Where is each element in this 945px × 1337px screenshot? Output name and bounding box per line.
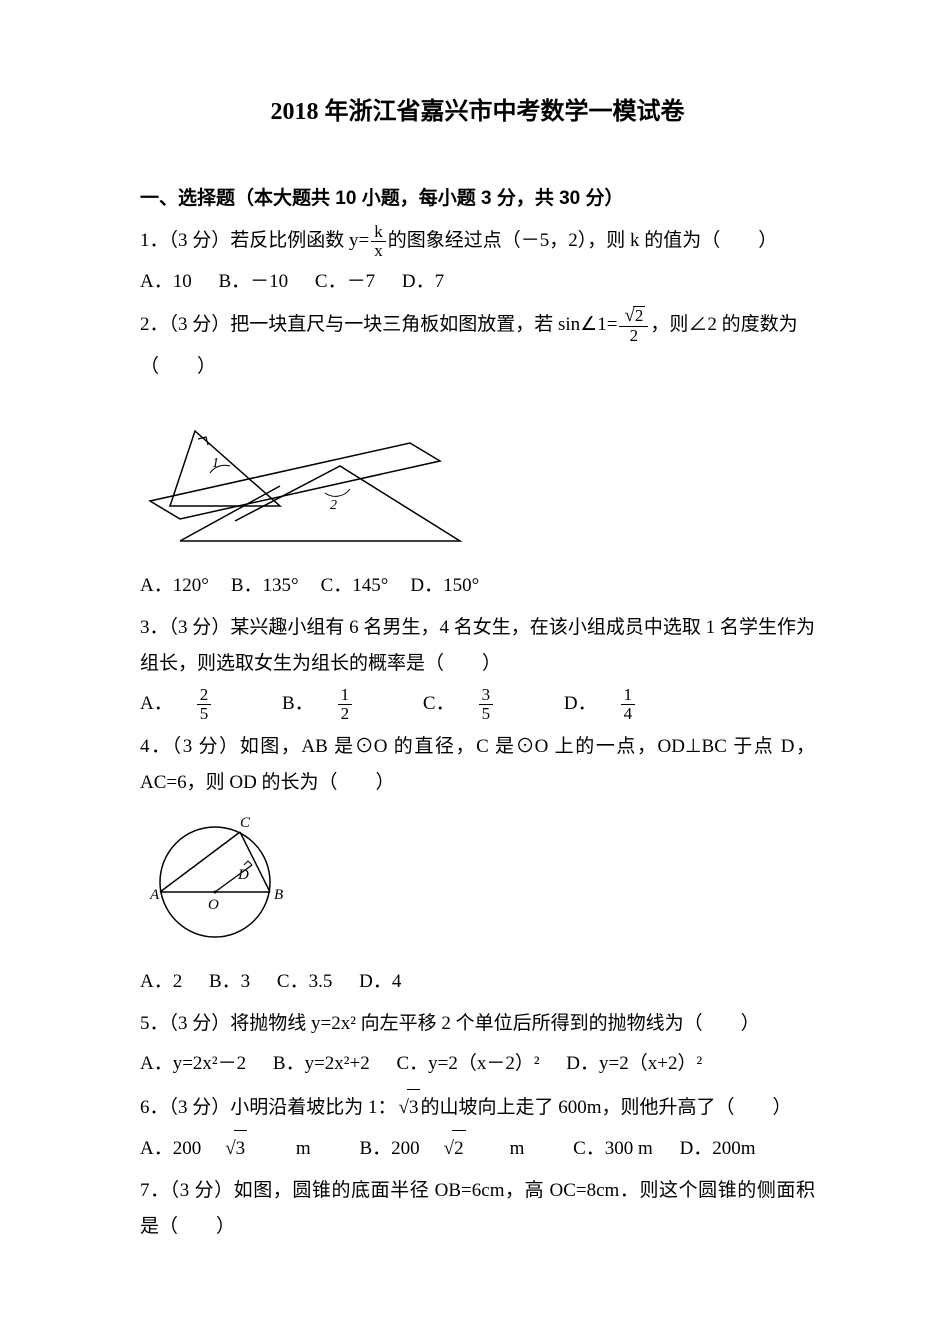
q5-opt-d: D．y=2（x+2）² — [566, 1053, 702, 1074]
q4-label-A: A — [149, 887, 160, 903]
question-3: 3．（3 分）某兴趣小组有 6 名男生，4 名女生，在该小组成员中选取 1 名学… — [140, 610, 815, 682]
question-2: 2．（3 分）把一块直尺与一块三角板如图放置，若 sin∠1=22，则∠2 的度… — [140, 306, 815, 345]
q2-figure: 1 2 — [140, 391, 815, 564]
q2-opt-d: D．150° — [410, 575, 479, 596]
exam-page: 2018 年浙江省嘉兴市中考数学一模试卷 一、选择题（本大题共 10 小题，每小… — [0, 0, 945, 1309]
q6-opt-b: B．2002m — [359, 1138, 546, 1159]
q1-options: A．10 B．－10 C．－7 D．7 — [140, 264, 815, 300]
q5-opt-c: C．y=2（x－2）² — [396, 1053, 539, 1074]
sqrt-icon: 2 — [442, 1130, 488, 1167]
q1-text-post: 的图象经过点（－5，2），则 k 的值为（ ） — [388, 230, 778, 251]
q1-text-pre: 1．（3 分）若反比例函数 y= — [140, 230, 369, 251]
q4-label-O: O — [208, 897, 219, 913]
q6-opt-a: A．2003 m — [140, 1138, 333, 1159]
q1-frac-num: k — [371, 223, 386, 242]
q2-tail: （ ） — [140, 349, 815, 385]
page-title: 2018 年浙江省嘉兴市中考数学一模试卷 — [140, 90, 815, 136]
q4-label-D: D — [237, 867, 249, 883]
q2-text-pre: 2．（3 分）把一块直尺与一块三角板如图放置，若 sin∠1= — [140, 314, 617, 335]
section-header-1: 一、选择题（本大题共 10 小题，每小题 3 分，共 30 分） — [140, 181, 815, 217]
q2-fraction: 22 — [619, 306, 648, 345]
q4-label-B: B — [274, 887, 283, 903]
q4-opt-a: A．2 — [140, 971, 182, 992]
sqrt-icon: 2 — [622, 306, 645, 326]
q1-opt-b: B．－10 — [218, 271, 288, 292]
q3-opt-c: C．35 — [423, 693, 537, 714]
q4-options: A．2 B．3 C．3.5 D．4 — [140, 964, 815, 1000]
q1-opt-c: C．－7 — [315, 271, 375, 292]
q2-opt-a: A．120° — [140, 575, 209, 596]
q4-opt-b: B．3 — [209, 971, 250, 992]
q4-label-C: C — [240, 815, 251, 831]
q1-frac-den: x — [371, 242, 386, 260]
q1-fraction: kx — [371, 223, 386, 260]
q2-opt-c: C．145° — [321, 575, 389, 596]
q6-opt-d: D．200m — [680, 1138, 756, 1159]
q6-pre: 6．（3 分）小明沿着坡比为 1： — [140, 1097, 397, 1118]
question-7: 7．（3 分）如图，圆锥的底面半径 OB=6cm，高 OC=8cm．则这个圆锥的… — [140, 1173, 815, 1245]
q4-opt-d: D．4 — [359, 971, 401, 992]
q2-text-post: ，则∠2 的度数为 — [650, 314, 797, 335]
q5-opt-b: B．y=2x²+2 — [273, 1053, 370, 1074]
q2-frac-den: 2 — [619, 327, 648, 345]
q5-opt-a: A．y=2x²－2 — [140, 1053, 246, 1074]
svg-text:2: 2 — [330, 498, 337, 513]
q3-opt-a: A．25 — [140, 693, 255, 714]
q6-mid: 的山坡向上走了 600m，则他升高了（ ） — [420, 1097, 791, 1118]
sqrt-icon: 3 — [223, 1130, 269, 1167]
q5-options: A．y=2x²－2 B．y=2x²+2 C．y=2（x－2）² D．y=2（x+… — [140, 1046, 815, 1082]
q2-opt-b: B．135° — [231, 575, 299, 596]
question-4: 4．（3 分）如图，AB 是⊙O 的直径，C 是⊙O 上的一点，OD⊥BC 于点… — [140, 729, 815, 801]
q3-opt-b: B．12 — [282, 693, 396, 714]
question-5: 5．（3 分）将抛物线 y=2x² 向左平移 2 个单位后所得到的抛物线为（ ） — [140, 1006, 815, 1042]
q4-figure: A B C D O — [140, 807, 815, 960]
question-1: 1．（3 分）若反比例函数 y=kx的图象经过点（－5，2），则 k 的值为（ … — [140, 223, 815, 260]
q2-frac-num: 2 — [619, 306, 648, 327]
q3-opt-d: D．14 — [564, 693, 679, 714]
q4-opt-c: C．3.5 — [277, 971, 332, 992]
q6-options: A．2003 m B．2002m C．300 m D．200m — [140, 1130, 815, 1167]
question-6: 6．（3 分）小明沿着坡比为 1：3的山坡向上走了 600m，则他升高了（ ） — [140, 1089, 815, 1126]
q2-options: A．120° B．135° C．145° D．150° — [140, 568, 815, 604]
q2-figure-svg: 1 2 — [140, 391, 470, 551]
svg-text:1: 1 — [212, 456, 219, 471]
q6-opt-c: C．300 m — [573, 1138, 653, 1159]
q1-opt-a: A．10 — [140, 271, 192, 292]
q4-figure-svg: A B C D O — [140, 807, 300, 947]
sqrt-icon: 3 — [397, 1089, 421, 1126]
q1-opt-d: D．7 — [402, 271, 444, 292]
q3-options: A．25 B．12 C．35 D．14 — [140, 686, 815, 723]
